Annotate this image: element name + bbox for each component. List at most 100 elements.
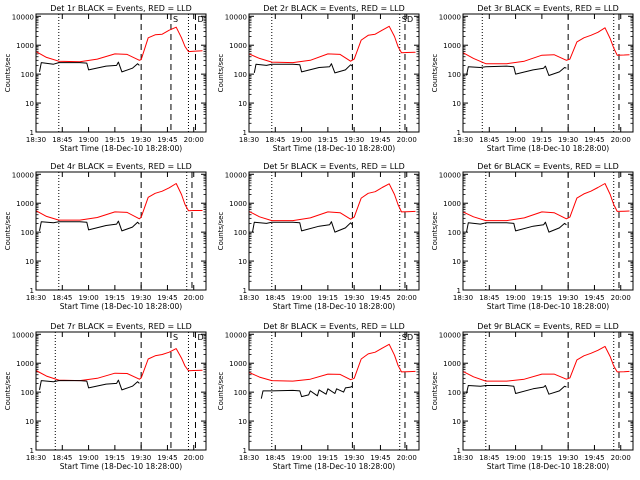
y-axis-label: Counts/sec (217, 372, 225, 411)
lld-series-line (462, 345, 630, 382)
y-tick-label: 100 (21, 389, 34, 397)
x-tick-label: 18:30 (453, 136, 473, 144)
y-tick-label: 1 (243, 447, 247, 455)
x-tick-label: 19:15 (105, 136, 125, 144)
panel-title: Det 4r BLACK = Events, RED = LLD (50, 162, 192, 171)
x-tick-label: 20:00 (184, 294, 204, 302)
chart-panel: Det 1r BLACK = Events, RED = LLD 1 10 100 10… (4, 4, 207, 153)
panel-title: Det 2r BLACK = Events, RED = LLD (263, 4, 405, 13)
y-tick-label: 10000 (12, 331, 34, 339)
x-tick-label: 18:45 (265, 136, 285, 144)
plot-frame (35, 13, 207, 133)
y-tick-label: 1 (457, 447, 461, 455)
x-tick-label: 19:30 (558, 136, 578, 144)
x-tick-label: 20:00 (184, 454, 204, 462)
y-tick-label: 10 (25, 418, 34, 426)
lld-series-line (35, 26, 203, 63)
event-marker-label: D (197, 15, 203, 24)
x-tick-label: 19:00 (291, 294, 311, 302)
y-tick-label: 100 (21, 71, 34, 79)
y-tick-label: 100 (448, 229, 461, 237)
panel-title: Det 8r BLACK = Events, RED = LLD (263, 322, 405, 331)
x-tick-label: 19:30 (131, 136, 151, 144)
lld-series-line (462, 27, 630, 65)
chart-panel: Det 3r BLACK = Events, RED = LLD 1 10 100 10… (431, 4, 634, 153)
x-tick-label: 19:00 (78, 454, 98, 462)
y-tick-label: 10 (238, 418, 247, 426)
lld-series-line (462, 183, 630, 222)
x-tick-label: 18:30 (26, 294, 46, 302)
panel-title: Det 1r BLACK = Events, RED = LLD (50, 4, 192, 13)
x-tick-label: 18:45 (265, 294, 285, 302)
y-axis-label: Counts/sec (431, 54, 439, 93)
x-axis-label: Start Time (18-Dec-10 18:28:00) (60, 462, 182, 471)
plot-frame (35, 171, 207, 291)
events-series-line (39, 61, 140, 73)
x-tick-label: 19:45 (157, 294, 177, 302)
x-tick-label: 19:30 (344, 454, 364, 462)
y-tick-label: 10000 (225, 171, 247, 179)
x-axis-label: Start Time (18-Dec-10 18:28:00) (273, 302, 395, 311)
x-tick-label: 18:30 (453, 454, 473, 462)
x-tick-label: 19:45 (584, 294, 604, 302)
x-tick-label: 18:30 (239, 294, 259, 302)
y-tick-label: 100 (448, 71, 461, 79)
y-axis-label: Counts/sec (217, 212, 225, 251)
event-marker-label: S (173, 333, 178, 342)
plot-frame (248, 331, 420, 451)
panel-title: Det 3r BLACK = Events, RED = LLD (477, 4, 619, 13)
x-axis-label: Start Time (18-Dec-10 18:28:00) (273, 462, 395, 471)
y-axis-label: Counts/sec (4, 212, 12, 251)
plot-frame (462, 331, 634, 451)
chart-panel: Det 9r BLACK = Events, RED = LLD 1 10 100 10… (431, 322, 634, 471)
y-tick-label: 10000 (439, 171, 461, 179)
y-tick-label: 10 (238, 100, 247, 108)
x-tick-label: 19:45 (370, 294, 390, 302)
plot-frame (462, 13, 634, 133)
x-tick-label: 18:45 (52, 454, 72, 462)
chart-panel: Det 8r BLACK = Events, RED = LLD 1 10 100 10… (217, 322, 420, 471)
panel-title: Det 6r BLACK = Events, RED = LLD (477, 162, 619, 171)
event-marker-label: S (402, 333, 407, 342)
x-tick-label: 19:00 (505, 294, 525, 302)
x-tick-label: 18:45 (479, 294, 499, 302)
events-series-line (260, 385, 353, 399)
x-tick-label: 19:00 (291, 454, 311, 462)
event-marker-label: D (407, 333, 413, 342)
x-tick-label: 20:00 (611, 136, 631, 144)
x-axis-label: Start Time (18-Dec-10 18:28:00) (487, 144, 609, 153)
x-axis-label: Start Time (18-Dec-10 18:28:00) (60, 302, 182, 311)
x-tick-label: 18:45 (479, 136, 499, 144)
y-axis-label: Counts/sec (217, 54, 225, 93)
lld-series-line (248, 183, 416, 222)
x-tick-label: 20:00 (611, 454, 631, 462)
y-tick-label: 1 (243, 287, 247, 295)
panel-title: Det 9r BLACK = Events, RED = LLD (477, 322, 619, 331)
x-tick-label: 19:30 (558, 454, 578, 462)
x-tick-label: 19:15 (532, 294, 552, 302)
y-tick-label: 10000 (439, 331, 461, 339)
x-tick-label: 20:00 (397, 136, 417, 144)
y-axis-label: Counts/sec (431, 372, 439, 411)
y-tick-label: 10 (452, 258, 461, 266)
y-tick-label: 1000 (229, 42, 247, 50)
event-marker-label: D (407, 15, 413, 24)
chart-panel: Det 7r BLACK = Events, RED = LLD 1 10 100 10… (4, 322, 207, 471)
x-tick-label: 19:15 (318, 454, 338, 462)
y-axis-label: Counts/sec (4, 372, 12, 411)
y-tick-label: 1000 (16, 360, 34, 368)
chart-panel: Det 6r BLACK = Events, RED = LLD 1 10 100 10… (431, 162, 634, 311)
y-tick-label: 1000 (229, 360, 247, 368)
x-tick-label: 19:15 (105, 454, 125, 462)
lld-series-line (248, 25, 416, 64)
y-tick-label: 1000 (229, 200, 247, 208)
events-series-line (252, 221, 353, 233)
y-tick-label: 1 (457, 129, 461, 137)
y-tick-label: 100 (448, 389, 461, 397)
x-tick-label: 18:45 (52, 136, 72, 144)
x-tick-label: 19:45 (157, 136, 177, 144)
lld-series-line (248, 343, 416, 382)
events-series-line (466, 385, 567, 395)
y-tick-label: 1000 (16, 200, 34, 208)
event-marker-label: S (173, 15, 178, 24)
